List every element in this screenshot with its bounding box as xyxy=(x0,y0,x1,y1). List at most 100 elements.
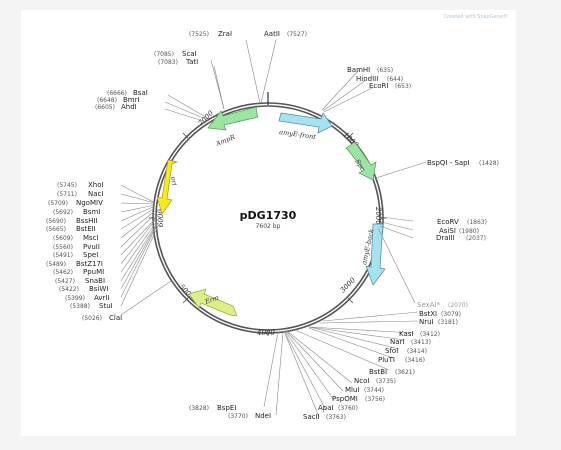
site-aatii[interactable]: AatII (7527) xyxy=(264,30,307,38)
site-name-sacii: SacII xyxy=(303,413,320,421)
site-apai[interactable]: ApaI (3760) xyxy=(318,404,358,412)
site-bsmi[interactable]: (5692) BsmI xyxy=(53,208,100,216)
site-pos-avrii: (5399) xyxy=(65,295,85,302)
site-pos-sexai: (2070) xyxy=(448,302,468,309)
site-name-zral: ZraI xyxy=(218,30,232,38)
site-name-xhoi: XhoI xyxy=(88,181,104,189)
site-pos-nrui: (3181) xyxy=(438,319,458,326)
site-name-aatii: AatII xyxy=(264,30,280,38)
site-bstxi[interactable]: BstXI (3079) xyxy=(419,310,461,318)
site-ngomiv[interactable]: (5709) NgoMIV xyxy=(48,199,103,207)
site-pos-bspei: (3828) xyxy=(189,405,209,412)
map-panel: Created with SnapGene® 1000 2000 3000 40… xyxy=(21,10,516,436)
tick-marks xyxy=(149,132,387,336)
site-bspqi[interactable]: BspQI - SapI (1428) xyxy=(427,159,499,167)
site-hindiii[interactable]: HindIII (644) xyxy=(356,75,403,83)
site-kasi[interactable]: KasI (3412) xyxy=(399,330,440,338)
site-pos-apai: (3760) xyxy=(338,405,358,412)
site-clai[interactable]: (5026) ClaI xyxy=(82,314,122,322)
site-name-sfoi: SfoI xyxy=(385,347,398,355)
site-snabi[interactable]: (5427) SnaBI xyxy=(55,277,105,285)
site-ecorv[interactable]: EcoRV (1863) xyxy=(437,218,487,226)
site-ncoi[interactable]: NcoI (3735) xyxy=(354,377,396,385)
plasmid-length: 7602 bp xyxy=(256,223,281,230)
feature-erm[interactable]: Erm xyxy=(188,288,238,317)
site-name-bsteii: BstEII xyxy=(76,225,96,233)
site-name-bsmi: BsmI xyxy=(83,208,100,216)
site-pos-bstbi: (3621) xyxy=(395,369,415,376)
site-draiii[interactable]: DraIII (2037) xyxy=(436,234,486,242)
feature-spc[interactable]: Spc xyxy=(345,141,377,181)
site-ppumi[interactable]: (5462) PpuMI xyxy=(53,268,104,276)
site-name-msci: MscI xyxy=(83,234,99,242)
site-pvuii[interactable]: (5560) PvuII xyxy=(53,243,100,251)
site-bsteii[interactable]: (5665) BstEII xyxy=(46,225,96,233)
site-bsai[interactable]: (6666) BsaI xyxy=(107,89,148,97)
site-name-bspqi: BspQI - SapI xyxy=(427,159,470,167)
site-pos-ppumi: (5462) xyxy=(53,269,73,276)
site-bstz17i[interactable]: (5489) BstZ17I xyxy=(46,260,103,268)
site-ahdi[interactable]: (6605) AhdI xyxy=(95,103,137,111)
feature-ampr[interactable]: AmpR xyxy=(207,106,259,148)
site-bamhi[interactable]: BamHI (635) xyxy=(347,66,393,74)
site-bsiwi[interactable]: (5422) BsiWI xyxy=(59,285,108,293)
site-ecori[interactable]: EcoRI (653) xyxy=(369,82,411,90)
site-pos-hindiii: (644) xyxy=(387,76,403,83)
site-avrii[interactable]: (5399) AvrII xyxy=(65,294,110,302)
site-pos-bsiwi: (5422) xyxy=(59,286,79,293)
site-pos-ngomiv: (5709) xyxy=(48,200,68,207)
site-pos-zral: (7525) xyxy=(189,31,209,38)
feature-ori[interactable]: ori xyxy=(156,159,178,215)
site-pos-spei: (5491) xyxy=(53,252,73,259)
site-name-snabi: SnaBI xyxy=(85,277,105,285)
site-name-pluti: PluTI xyxy=(378,356,395,364)
site-name-bstz17i: BstZ17I xyxy=(76,260,103,268)
site-sexai[interactable]: SexAI* (2070) xyxy=(417,301,468,309)
site-msci[interactable]: (5609) MscI xyxy=(53,234,99,242)
site-name-bsai: BsaI xyxy=(133,89,148,97)
site-naci[interactable]: (5711) NacI xyxy=(57,190,103,198)
site-name-scai: ScaI xyxy=(182,50,197,58)
tick-label-3000: 3000 xyxy=(339,276,358,295)
site-sacii[interactable]: SacII (3763) xyxy=(303,413,346,421)
tick-label-4000: 4000 xyxy=(256,329,275,337)
site-nrui[interactable]: NruI (3181) xyxy=(419,318,458,326)
site-name-bsiwi: BsiWI xyxy=(89,285,108,293)
site-pos-bspqi: (1428) xyxy=(479,160,499,167)
site-bmri[interactable]: (6648) BmrI xyxy=(97,96,140,104)
site-mlui[interactable]: MluI (3744) xyxy=(345,386,384,394)
site-name-apai: ApaI xyxy=(318,404,334,412)
site-scai[interactable]: (7085) ScaI xyxy=(154,50,197,58)
site-name-bamhi: BamHI xyxy=(347,66,370,74)
site-name-kasi: KasI xyxy=(399,330,413,338)
site-nari[interactable]: NarI (3413) xyxy=(390,338,431,346)
site-pos-sacii: (3763) xyxy=(326,414,346,421)
site-bstbi[interactable]: BstBI (3621) xyxy=(369,368,415,376)
site-pos-mlui: (3744) xyxy=(364,387,384,394)
site-asisi[interactable]: AsiSI (1980) xyxy=(439,227,479,235)
site-bsshii[interactable]: (5690) BssHII xyxy=(46,217,98,225)
site-pos-ndei: (3770) xyxy=(228,413,248,420)
feature-amye-front[interactable]: amyE-front xyxy=(278,112,333,141)
site-sfoi[interactable]: SfoI (3414) xyxy=(385,347,427,355)
site-pspomi[interactable]: PspOMI (3756) xyxy=(332,395,385,403)
site-pos-stui: (5388) xyxy=(70,303,90,310)
site-name-clai: ClaI xyxy=(109,314,122,322)
site-xhoi[interactable]: (5745) XhoI xyxy=(57,181,104,189)
site-pluti[interactable]: PluTI (3416) xyxy=(378,356,425,364)
site-tati[interactable]: (7083) TatI xyxy=(158,58,198,66)
site-pos-bsai: (6666) xyxy=(107,90,127,97)
site-pos-scai: (7085) xyxy=(154,51,174,58)
feature-amye-back[interactable]: amyE-back xyxy=(360,223,386,286)
site-pos-snabi: (5427) xyxy=(55,278,75,285)
site-pos-pvuii: (5560) xyxy=(53,244,73,251)
site-pos-asisi: (1980) xyxy=(459,228,479,235)
tick-label-2000: 2000 xyxy=(374,206,382,225)
site-spei[interactable]: (5491) SpeI xyxy=(53,251,98,259)
site-stui[interactable]: (5388) StuI xyxy=(70,302,113,310)
site-zral[interactable]: (7525) ZraI xyxy=(189,30,232,38)
site-bspei[interactable]: (3828) BspEI xyxy=(189,404,236,412)
site-name-sexai: SexAI* xyxy=(417,301,441,309)
site-ndei[interactable]: (3770) NdeI xyxy=(228,412,271,420)
site-name-spei: SpeI xyxy=(83,251,98,259)
